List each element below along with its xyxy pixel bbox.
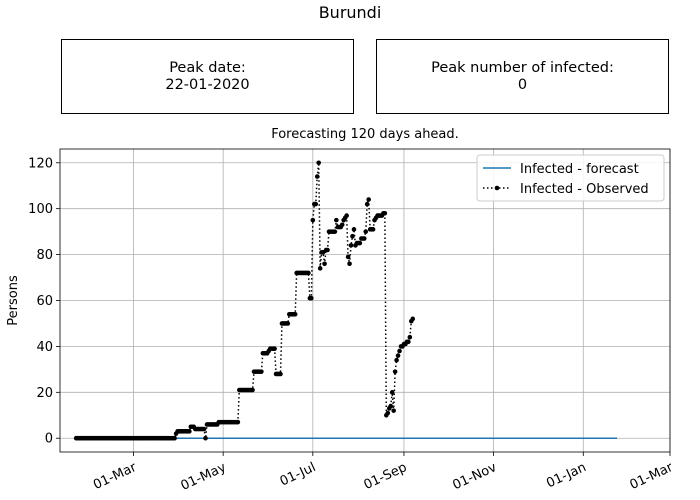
y-tick-label: 100: [28, 202, 53, 217]
y-tick-label: 120: [28, 156, 53, 171]
figure-title: Burundi: [318, 3, 382, 22]
observed-point: [317, 266, 323, 271]
observed-point: [309, 295, 314, 301]
observed-point: [306, 270, 311, 276]
legend-observed-marker: [494, 185, 500, 191]
observed-point: [389, 390, 395, 395]
observed-point: [392, 369, 398, 374]
x-tick-label: 01-Mar: [91, 460, 139, 493]
observed-point: [316, 160, 322, 166]
peak-date-box: Peak date: 22-01-2020: [61, 39, 354, 114]
observed-point: [235, 419, 241, 425]
observed-point: [332, 229, 338, 234]
observed-point: [406, 339, 411, 345]
y-tick-label: 0: [45, 432, 53, 447]
observed-point: [292, 311, 298, 317]
observed-point: [310, 217, 316, 223]
x-tick-label: 01-May: [179, 460, 229, 494]
chart-title: Forecasting 120 days ahead.: [271, 127, 459, 142]
observed-point: [382, 210, 388, 216]
observed-point: [357, 240, 363, 246]
observed-point: [201, 426, 207, 432]
observed-point: [314, 174, 320, 179]
observed-point: [285, 321, 291, 326]
observed-point: [259, 369, 264, 374]
observed-point: [364, 201, 370, 207]
x-tick-label: 01-Sep: [362, 460, 410, 493]
observed-point: [345, 254, 351, 260]
observed-point: [339, 222, 345, 228]
observed-point: [385, 410, 391, 416]
observed-point: [187, 429, 192, 434]
observed-point: [347, 261, 352, 267]
observed-point: [397, 348, 402, 354]
observed-point: [313, 201, 319, 207]
y-tick-label: 20: [36, 386, 53, 401]
legend: Infected - forecast Infected - Observed: [476, 154, 665, 202]
x-tick-label: 01-Jan: [544, 460, 588, 491]
y-tick-label: 40: [36, 340, 53, 355]
observed-point: [203, 435, 208, 441]
y-axis-label: Persons: [6, 275, 21, 326]
observed-point: [350, 233, 355, 239]
observed-point: [410, 316, 416, 322]
legend-frame: [476, 154, 665, 202]
observed-point: [325, 247, 330, 253]
x-tick-label: 01-Mar: [628, 460, 676, 493]
observed-point: [391, 408, 396, 413]
observed-point: [395, 353, 401, 358]
observed-point: [348, 243, 354, 248]
peak-number-box: Peak number of infected: 0: [376, 39, 669, 114]
observed-point: [344, 213, 349, 218]
observed-point: [407, 334, 413, 340]
observed-point: [366, 197, 371, 202]
observed-point: [250, 387, 255, 393]
observed-point: [334, 217, 339, 223]
observed-point: [394, 357, 399, 363]
x-tick-label: 01-Jul: [278, 460, 318, 490]
x-tick-label: 01-Nov: [450, 460, 499, 493]
peak-date-value: 22-01-2020: [165, 76, 250, 93]
observed-point: [370, 227, 376, 232]
observed-point: [351, 227, 357, 232]
observed-point: [363, 229, 369, 234]
peak-number-value: 0: [517, 76, 528, 93]
observed-point: [361, 236, 367, 241]
y-tick-label: 60: [36, 294, 53, 309]
observed-point: [272, 346, 277, 352]
peak-number-label: Peak number of infected:: [431, 59, 614, 76]
observed-point: [172, 435, 177, 441]
y-tick-label: 80: [36, 248, 53, 263]
legend-observed-label: Infected - Observed: [520, 182, 649, 197]
observed-point: [388, 403, 394, 409]
observed-point: [278, 371, 283, 377]
legend-forecast-label: Infected - forecast: [520, 162, 639, 177]
peak-date-label: Peak date:: [169, 59, 246, 76]
observed-point: [322, 261, 327, 267]
